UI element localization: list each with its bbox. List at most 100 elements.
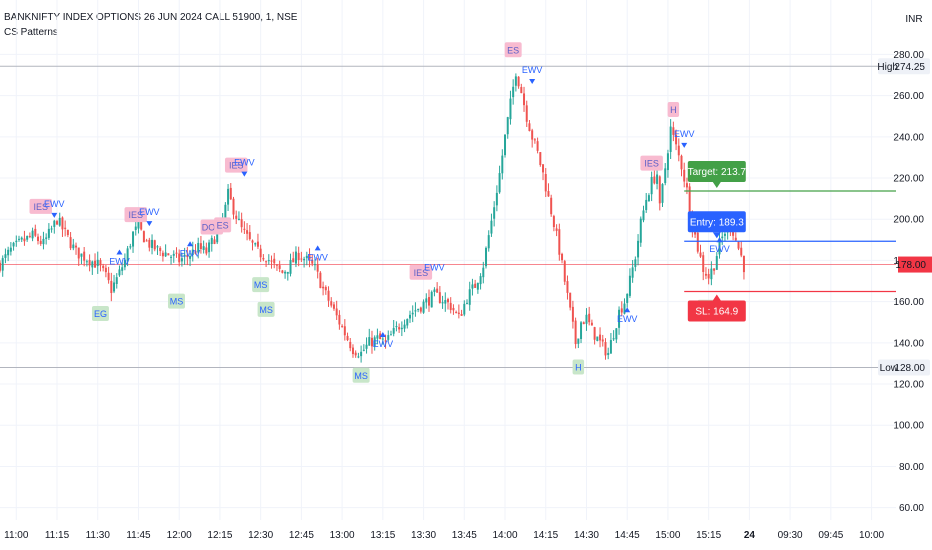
candle-body bbox=[275, 264, 278, 266]
candle-body bbox=[444, 300, 447, 304]
indicator-name[interactable]: CS Patterns bbox=[4, 27, 58, 38]
candle-body bbox=[102, 265, 105, 269]
candle-body bbox=[370, 337, 373, 347]
x-tick-label: 11:30 bbox=[86, 530, 111, 541]
candle-body bbox=[566, 281, 569, 293]
candle-body bbox=[286, 271, 289, 274]
pattern-label: MS bbox=[259, 305, 273, 315]
x-tick-label: 09:45 bbox=[818, 530, 843, 541]
y-tick-label: 60.00 bbox=[899, 503, 924, 514]
candle-body bbox=[31, 230, 34, 239]
candle-body bbox=[140, 220, 143, 230]
candle-body bbox=[392, 328, 395, 334]
candle-body bbox=[512, 86, 515, 98]
candle-body bbox=[590, 322, 593, 326]
trade-boxes: Target: 213.7 Entry: 189.3 SL: 164.9 bbox=[684, 161, 896, 322]
price-axis[interactable]: 60.0080.00100.00120.00140.00160.00180.00… bbox=[877, 50, 932, 514]
ewv-signal-label: EWV bbox=[234, 158, 255, 168]
candle-body bbox=[637, 240, 640, 258]
candle-body bbox=[737, 242, 740, 249]
candle-body bbox=[479, 276, 482, 285]
candle-body bbox=[164, 252, 167, 257]
high-value: 274.25 bbox=[894, 62, 925, 73]
target-pointer bbox=[712, 182, 721, 189]
candle-body bbox=[677, 145, 680, 156]
candle-body bbox=[514, 76, 517, 86]
candle-body bbox=[294, 251, 297, 264]
ewv-signal-label: EWV bbox=[709, 244, 730, 254]
candle-body bbox=[555, 228, 558, 231]
pattern-markers: IESIESDOCESIESIESESIESHEGMSMSMSMSHPPEWVE… bbox=[29, 42, 730, 383]
candle-body bbox=[609, 340, 612, 354]
candle-body bbox=[191, 249, 194, 256]
candle-body bbox=[552, 216, 555, 228]
x-tick-label: 13:15 bbox=[370, 530, 395, 541]
candle-body bbox=[718, 238, 721, 255]
candle-body bbox=[186, 254, 189, 258]
entry-box bbox=[687, 211, 746, 233]
y-tick-label: 120.00 bbox=[893, 380, 924, 391]
candle-body bbox=[110, 280, 113, 293]
candle-body bbox=[569, 292, 572, 308]
candle-body bbox=[167, 253, 170, 256]
candle-body bbox=[66, 229, 69, 236]
candle-body bbox=[536, 141, 539, 151]
candle-body bbox=[403, 324, 406, 329]
candle-body bbox=[476, 282, 479, 290]
candle-body bbox=[305, 255, 308, 259]
candle-body bbox=[237, 218, 240, 220]
currency-label[interactable]: INR bbox=[905, 14, 922, 25]
candle-body bbox=[574, 320, 577, 345]
candles bbox=[0, 73, 745, 363]
candle-body bbox=[542, 164, 545, 173]
candle-body bbox=[661, 184, 664, 203]
pattern-label-box bbox=[167, 293, 185, 309]
low-value: 128.00 bbox=[894, 363, 925, 374]
y-tick-label: 140.00 bbox=[893, 338, 924, 349]
price-levels bbox=[0, 65, 896, 369]
y-tick-label: 280.00 bbox=[893, 50, 924, 61]
candle-body bbox=[142, 231, 145, 243]
candle-body bbox=[246, 230, 249, 234]
candle-body bbox=[343, 326, 346, 336]
candle-body bbox=[319, 272, 322, 289]
down-arrow-icon bbox=[146, 221, 153, 227]
candle-body bbox=[607, 352, 610, 356]
pattern-label: MS bbox=[354, 371, 368, 381]
up-arrow-icon bbox=[187, 241, 194, 247]
candle-body bbox=[438, 292, 441, 303]
candle-body bbox=[0, 262, 1, 271]
x-tick-label: 10:00 bbox=[859, 530, 884, 541]
candle-body bbox=[389, 334, 392, 336]
candle-body bbox=[742, 255, 745, 273]
candle-body bbox=[525, 105, 528, 122]
candle-body bbox=[357, 356, 360, 358]
candle-body bbox=[354, 352, 357, 356]
x-tick-label: 09:30 bbox=[778, 530, 803, 541]
candle-body bbox=[647, 195, 650, 202]
y-tick-label: 260.00 bbox=[893, 91, 924, 102]
candle-body bbox=[704, 273, 707, 276]
candle-body bbox=[56, 221, 59, 225]
candle-body bbox=[351, 347, 354, 355]
stop-loss-label: SL: 164.9 bbox=[695, 307, 738, 318]
candle-body bbox=[118, 269, 121, 276]
current-price-tag bbox=[898, 256, 932, 273]
grid-lines bbox=[0, 0, 896, 520]
candle-body bbox=[620, 308, 623, 313]
candle-body bbox=[626, 293, 629, 303]
candle-body bbox=[495, 192, 498, 206]
candle-body bbox=[113, 282, 116, 292]
ewv-signal-label: EWV bbox=[373, 339, 394, 349]
candle-body bbox=[685, 183, 688, 188]
candle-body bbox=[349, 341, 352, 349]
candle-body bbox=[308, 254, 311, 260]
candle-body bbox=[107, 272, 110, 281]
pattern-label-box bbox=[409, 264, 433, 280]
time-axis[interactable]: 11:00 11:15 11:30 11:45 12:00 12:15 12:30 12:45… bbox=[4, 530, 884, 541]
candle-body bbox=[618, 309, 621, 328]
candle-body bbox=[75, 245, 78, 248]
candle-body bbox=[94, 260, 97, 268]
candle-body bbox=[278, 265, 281, 269]
